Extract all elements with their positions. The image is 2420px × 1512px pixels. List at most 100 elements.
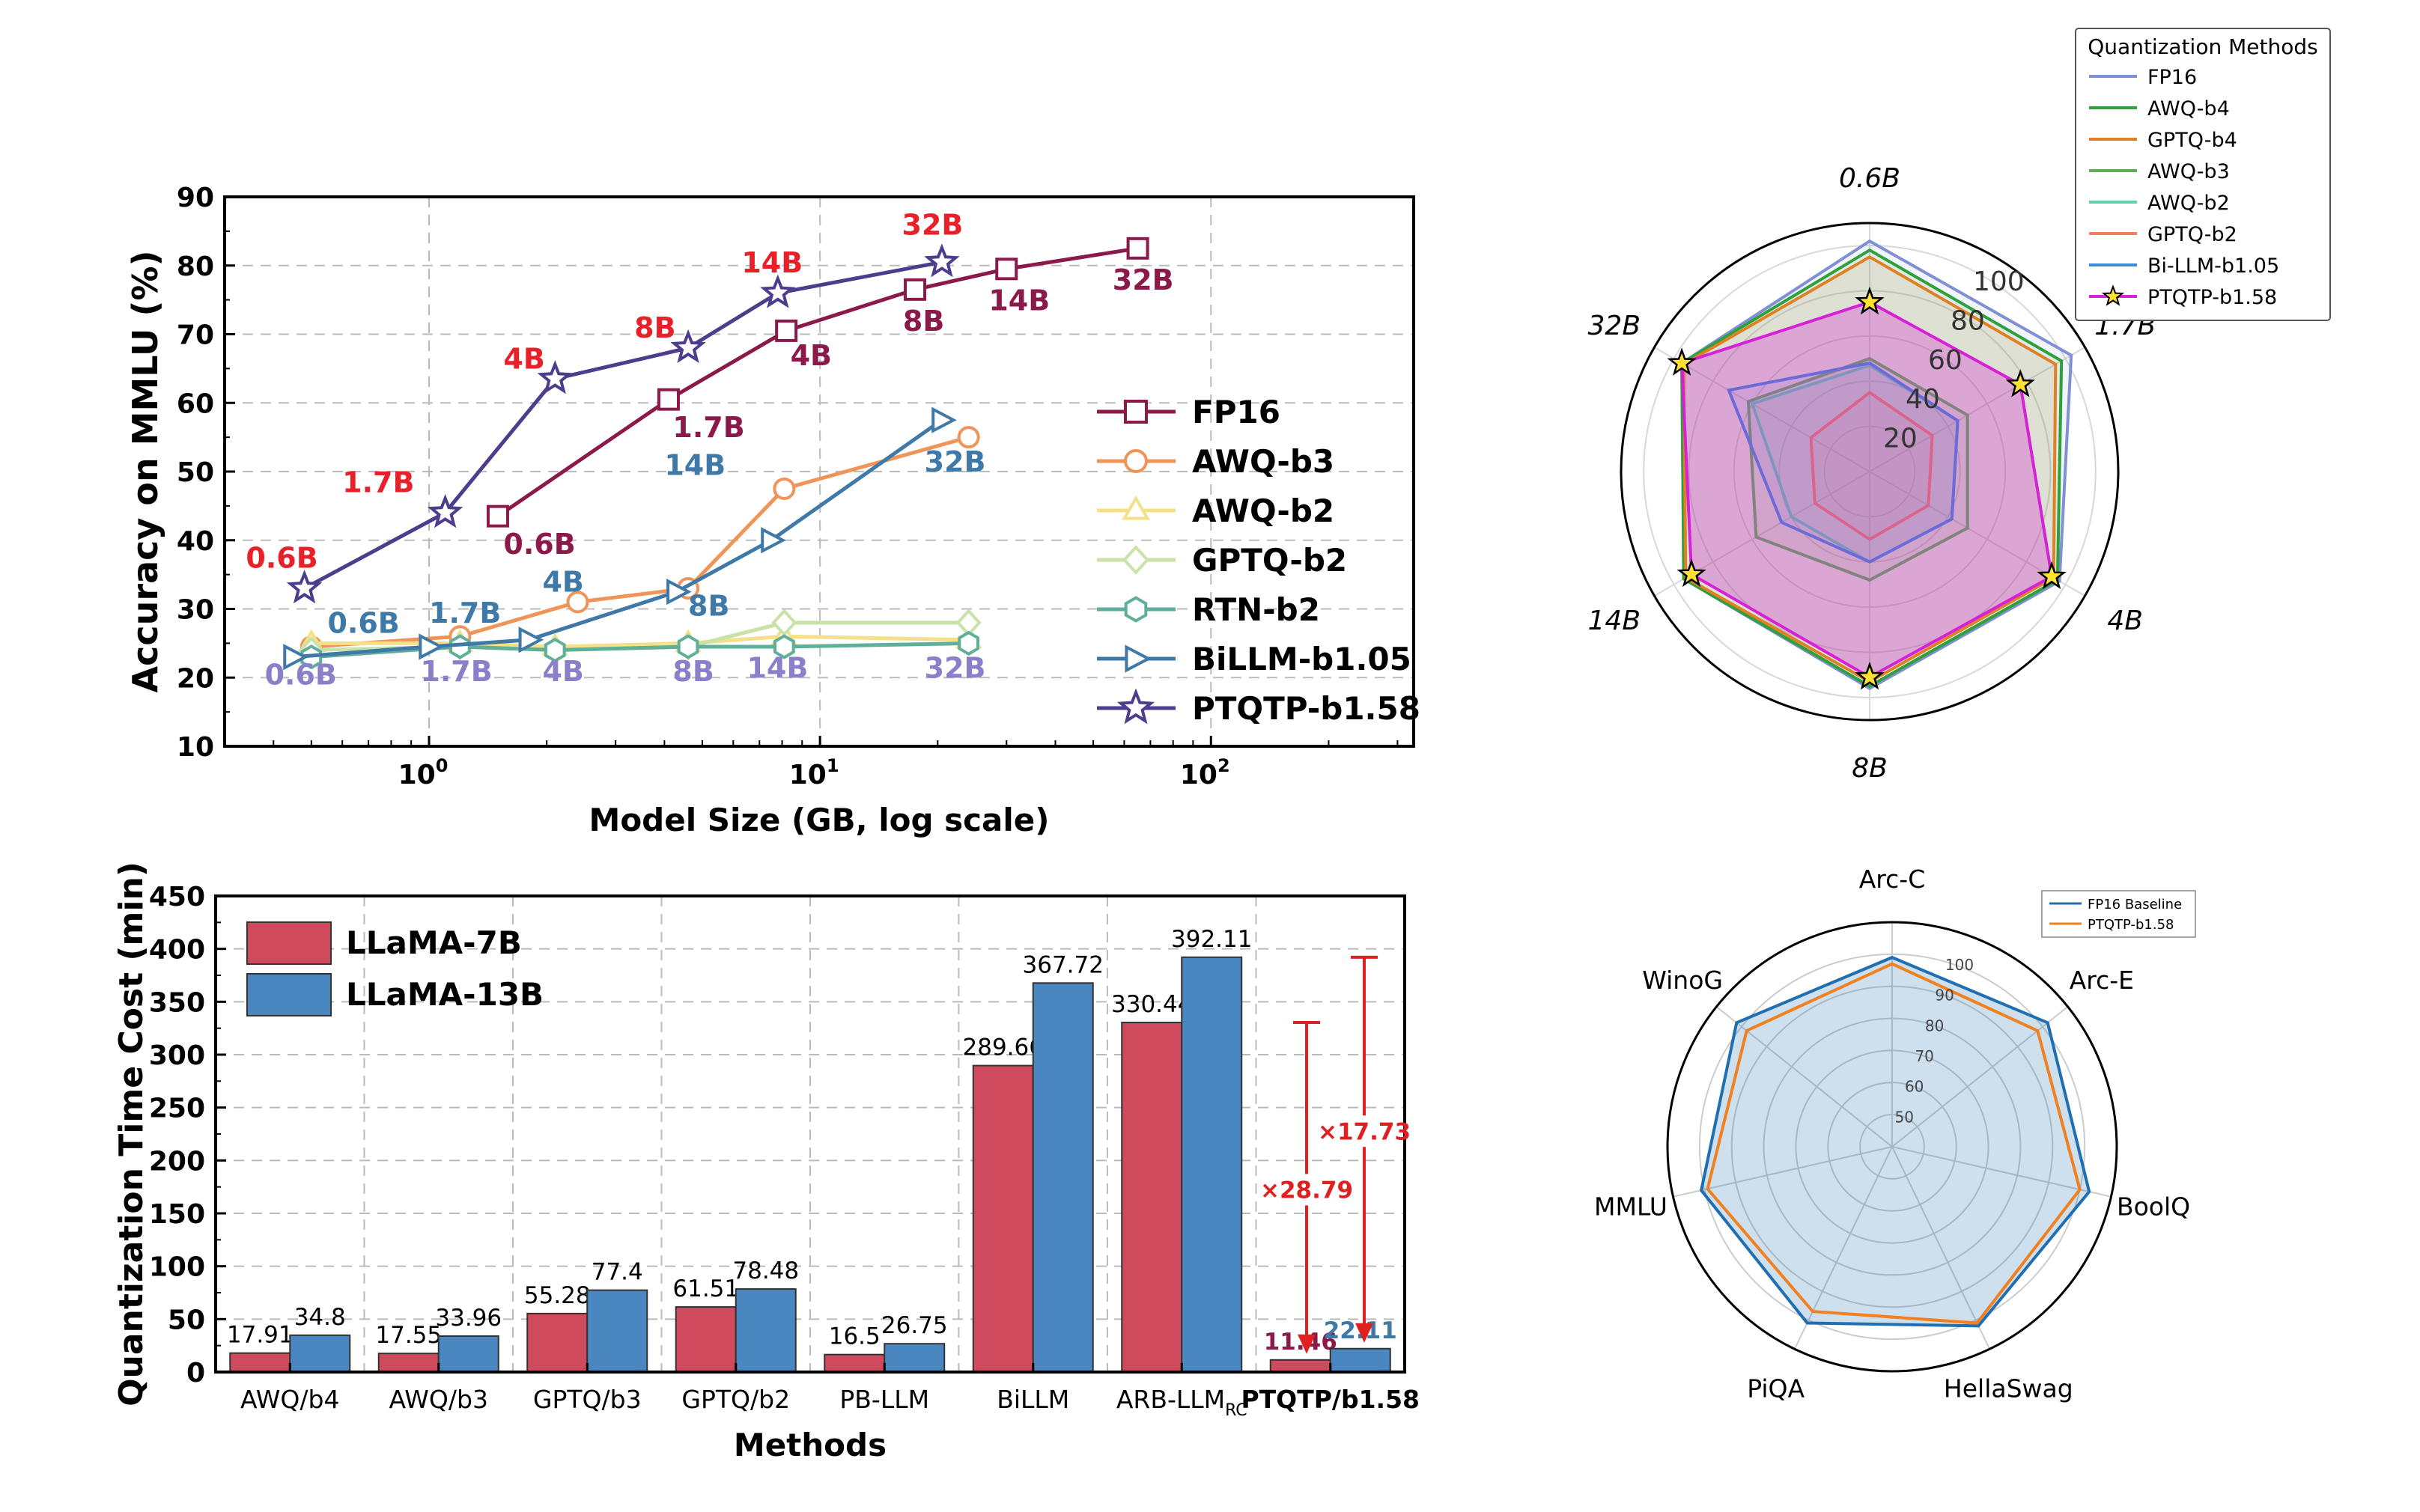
bar-value-label: 77.4 (592, 1259, 643, 1286)
x-tick-exponent: 2 (1217, 755, 1230, 776)
data-point (773, 634, 795, 659)
series-ptqtp-b1-58 (286, 243, 960, 604)
axis-label: HellaSwag (1944, 1374, 2073, 1403)
bar (1032, 982, 1094, 1373)
data-point (904, 278, 927, 301)
bar-value-label: 61.51 (672, 1275, 739, 1302)
data-point (283, 644, 308, 671)
legend-swatch (246, 973, 332, 1016)
radial-tick-label: 50 (1894, 1108, 1913, 1126)
point-label: 14B (988, 284, 1050, 317)
legend-label: AWQ-b2 (2147, 192, 2230, 215)
legend: LLaMA-7B LLaMA-13B (246, 921, 544, 1016)
data-point (924, 243, 960, 278)
legend-label: PTQTP-b1.58 (2088, 917, 2174, 933)
x-tick-label: BiLLM (997, 1385, 1069, 1414)
point-label: 0.6B (503, 528, 575, 561)
series-llama-7b: 17.91 17.55 55.28 61.51 16.5 289.66 330.44 11.4… (227, 991, 1337, 1374)
bar-value-label: 11.46 (1264, 1329, 1337, 1356)
legend-title: Quantization Methods (2088, 34, 2317, 59)
point-label: 4B (542, 655, 583, 688)
axis-label: 32B (1588, 311, 1641, 341)
radial-tick-label: 100 (1973, 266, 2025, 297)
data-point (1855, 662, 1885, 690)
series-billm-b1-05 (283, 406, 957, 671)
data-point (657, 388, 680, 411)
y-tick-label: 350 (149, 987, 205, 1018)
legend-label: LLaMA-13B (346, 976, 544, 1013)
y-tick-label: 100 (149, 1252, 205, 1283)
series-fp16 (486, 237, 1149, 528)
radial-tick-label: 20 (1883, 424, 1918, 454)
x-tick-label: GPTQ/b2 (681, 1385, 790, 1414)
y-tick-label: 200 (149, 1146, 205, 1177)
x-tick-label: 101 (789, 755, 839, 790)
radial-tick-label: 90 (1935, 987, 1954, 1005)
data-point (286, 570, 323, 604)
arrow-head (1298, 1334, 1316, 1354)
axis-label: Arc-C (1859, 865, 1926, 894)
bar-value-label: 78.48 (732, 1258, 799, 1284)
legend-swatch (246, 921, 332, 965)
legend-label: AWQ-b2 (1192, 493, 1334, 529)
radial-tick-label: 70 (1915, 1047, 1933, 1065)
legend: FP16 AWQ-b3 AWQ-b2 GPTQ-b2 RTN-b2 BiLLM-b1.05… (1097, 394, 1420, 727)
data-point (995, 257, 1018, 281)
legend-label: PTQTP-b1.58 (1192, 690, 1420, 727)
task-accuracy-radar-chart: 50 60 70 80 90 100 Arc-C Arc-E BoolQ HellaSwag PiQ… (1594, 865, 2196, 1403)
x-tick-label: 100 (398, 755, 449, 790)
point-label: 32B (902, 208, 964, 241)
bar (675, 1306, 737, 1374)
data-point (427, 493, 463, 528)
bar (824, 1353, 886, 1374)
legend: Quantization Methods FP16 AWQ-b4 GPTQ-b4 AWQ… (2075, 28, 2331, 321)
point-label: 4B (503, 342, 544, 375)
y-tick-label: 60 (177, 388, 214, 419)
series-line (303, 260, 943, 591)
legend-label: GPTQ-b2 (1192, 542, 1347, 579)
radial-tick-label: 60 (1905, 1078, 1924, 1096)
y-tick-label: 10 (177, 732, 214, 763)
radial-tick-label: 60 (1928, 345, 1963, 376)
point-label: 32B (1113, 263, 1174, 296)
y-tick-label: 300 (149, 1040, 205, 1071)
bar (1329, 1347, 1391, 1374)
legend: FP16 Baseline PTQTP-b1.58 (2041, 890, 2196, 938)
data-point (761, 527, 786, 554)
bar (1269, 1359, 1331, 1374)
data-point (771, 609, 797, 637)
legend-label: FP16 (2147, 66, 2197, 89)
data-point (773, 477, 796, 500)
data-point (775, 319, 798, 342)
data-point (1126, 237, 1149, 260)
point-label: 8B (903, 305, 944, 338)
legend-marker (2101, 284, 2125, 306)
point-label: 0.6B (327, 607, 399, 640)
point-label: 14B (741, 246, 803, 279)
data-point (1676, 558, 1706, 588)
legend-label: AWQ-b4 (2147, 97, 2230, 121)
bar-value-label: 55.28 (524, 1282, 591, 1309)
point-label: 1.7B (420, 655, 492, 688)
bar (972, 1064, 1034, 1374)
bar-value-label: 392.11 (1171, 926, 1252, 953)
data-point (670, 329, 706, 364)
series-line (496, 246, 1138, 518)
y-tick-label: 50 (168, 1305, 205, 1335)
x-tick-label: AWQ/b3 (389, 1385, 488, 1414)
spoke (1793, 1146, 1893, 1350)
data-point (486, 504, 509, 528)
y-tick-label: 20 (177, 663, 214, 694)
x-tick-label: PB-LLM (839, 1385, 929, 1414)
y-tick-label: 450 (149, 882, 205, 912)
x-tick-label: 102 (1180, 755, 1230, 790)
series-line (293, 418, 943, 659)
legend-label: RTN-b2 (1192, 591, 1320, 628)
y-axis-title: Quantization Time Cost (min) (112, 862, 151, 1406)
point-label: 4B (542, 566, 583, 599)
data-point (566, 591, 589, 614)
legend-label: LLaMA-7B (346, 924, 522, 961)
x-tick-exponent: 0 (436, 755, 449, 776)
